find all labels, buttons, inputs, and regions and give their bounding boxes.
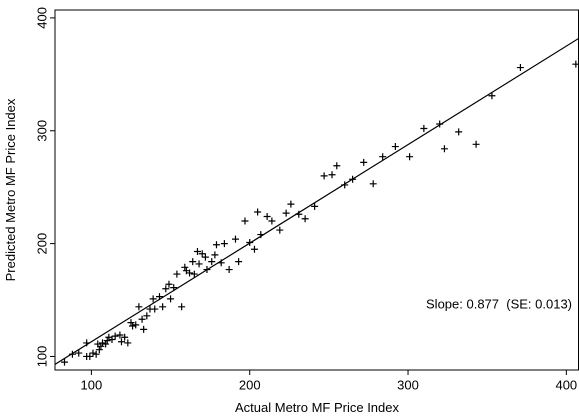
point [121,333,129,341]
point [268,217,276,225]
point [220,240,228,248]
point [320,172,328,180]
point [282,209,290,217]
fit-line [55,37,579,365]
point [211,251,219,259]
point [117,338,125,346]
point [97,342,105,350]
point [360,158,368,166]
point [341,181,349,189]
point [151,305,159,313]
point [83,339,91,347]
point [86,352,94,360]
point [225,266,233,274]
point [572,60,579,68]
point [379,153,387,161]
y-tick-label: 400 [34,7,49,29]
point [111,332,119,340]
point [391,143,399,151]
point [440,145,448,153]
x-tick-label: 400 [555,377,577,392]
point [140,325,148,333]
point [241,217,249,225]
y-tick-label: 200 [34,233,49,255]
point [103,337,111,345]
point [127,319,135,327]
point [195,260,203,268]
x-tick-label: 100 [81,377,103,392]
point [193,248,201,256]
point [75,349,83,357]
point [186,269,194,277]
point [68,350,76,358]
point [250,245,258,253]
point [263,213,271,221]
point [189,258,197,266]
point [287,200,295,208]
point [235,258,243,266]
point [143,312,151,320]
point [155,293,163,301]
point [198,250,206,258]
point [60,358,68,366]
point [124,339,132,347]
y-tick-label: 100 [34,346,49,368]
point [108,336,116,344]
x-axis-label: Actual Metro MF Price Index [235,400,399,415]
point [181,263,189,271]
point [295,210,303,218]
point [129,322,137,330]
point [349,175,357,183]
point [159,303,167,311]
point [333,162,341,170]
point [254,208,262,216]
point [208,258,216,266]
point [472,140,480,148]
point [190,270,198,278]
point [167,295,175,303]
point [257,231,265,239]
point [455,128,463,136]
annotation: Slope: 0.877 (SE: 0.013) [426,296,572,311]
point [516,64,524,72]
point [135,303,143,311]
point [170,284,178,292]
x-tick-label: 300 [397,377,419,392]
point [132,321,140,329]
point [276,226,284,234]
point [201,253,209,261]
point [203,266,211,274]
point [102,340,110,348]
point [420,124,428,132]
point [217,259,225,267]
point [95,346,103,354]
point [231,235,239,243]
point [138,315,146,323]
point [246,238,254,246]
point [89,349,97,357]
point [436,120,444,128]
y-axis-label: Predicted Metro MF Price Index [3,98,18,281]
point [149,295,157,303]
point [116,331,124,339]
point [488,92,496,100]
point [178,303,186,311]
point [311,202,319,210]
y-tick-label: 300 [34,120,49,142]
point [165,280,173,288]
point [301,215,309,223]
point [328,171,336,179]
point [98,339,106,347]
point [92,350,100,358]
point [173,270,181,278]
point [162,285,170,293]
point [369,180,377,188]
point [406,153,414,161]
point [212,241,220,249]
x-tick-label: 200 [239,377,261,392]
plot-area [55,37,579,366]
